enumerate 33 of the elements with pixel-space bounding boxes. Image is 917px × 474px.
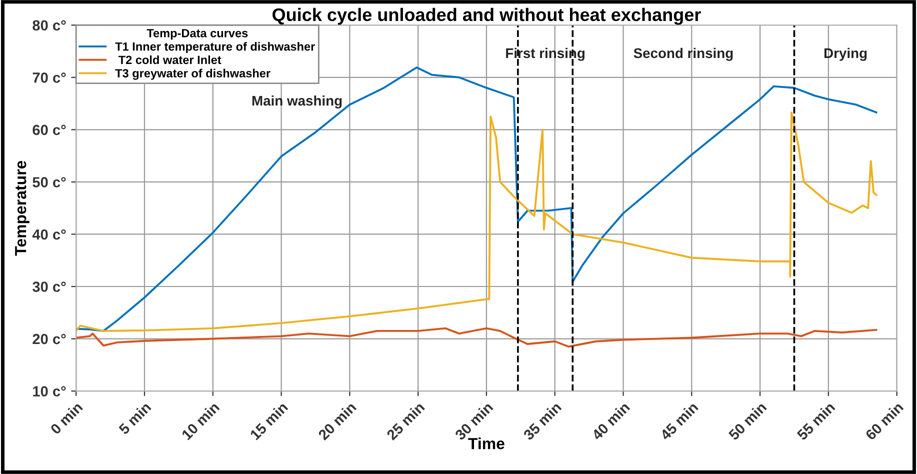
legend-title: Temp-Data curves <box>146 29 248 40</box>
legend-label: T1 Inner temperature of dishwasher <box>115 42 315 54</box>
y-axis-title: Temperature <box>15 160 30 256</box>
x-tick-label: 25 min <box>386 401 426 441</box>
x-tick-label: 50 min <box>728 401 767 441</box>
y-tick-label: 60 c° <box>32 124 66 136</box>
x-tick-label: 55 min <box>796 401 836 441</box>
annotation: Second rinsing <box>634 48 733 61</box>
x-tick-label: 45 min <box>659 401 699 441</box>
x-tick-label: 40 min <box>590 401 630 441</box>
line-series <box>76 66 878 332</box>
x-tick-label: 10 min <box>180 401 220 440</box>
x-tick-label: 35 min <box>522 401 562 441</box>
y-tick-label: 20 c° <box>32 334 66 344</box>
x-axis-title: Time <box>468 437 504 450</box>
x-tick-label: 5 min <box>118 401 152 435</box>
y-tick-label: 70 c° <box>32 72 66 83</box>
x-tick-label: 20 min <box>317 401 357 441</box>
x-tick-label: 0 min <box>50 401 84 435</box>
legend-label: T2 cold water Inlet <box>118 55 222 64</box>
annotation: Drying <box>824 48 867 61</box>
annotation: Main washing <box>252 95 342 108</box>
legend-label: T3 greywater of dishwasher <box>115 68 270 80</box>
y-tick-label: 30 c° <box>32 282 66 292</box>
y-tick-label: 10 c° <box>33 386 66 396</box>
y-tick-label: 80 c° <box>32 20 66 31</box>
line-series <box>76 111 878 332</box>
line-series <box>76 327 878 348</box>
x-tick-label: 15 min <box>249 401 288 440</box>
y-tick-label: 40 c° <box>32 229 66 240</box>
y-tick-label: 50 c° <box>32 177 66 188</box>
x-tick-label: 60 min <box>864 401 904 441</box>
chart-title: Quick cycle unloaded and without heat exchanger <box>272 8 701 25</box>
